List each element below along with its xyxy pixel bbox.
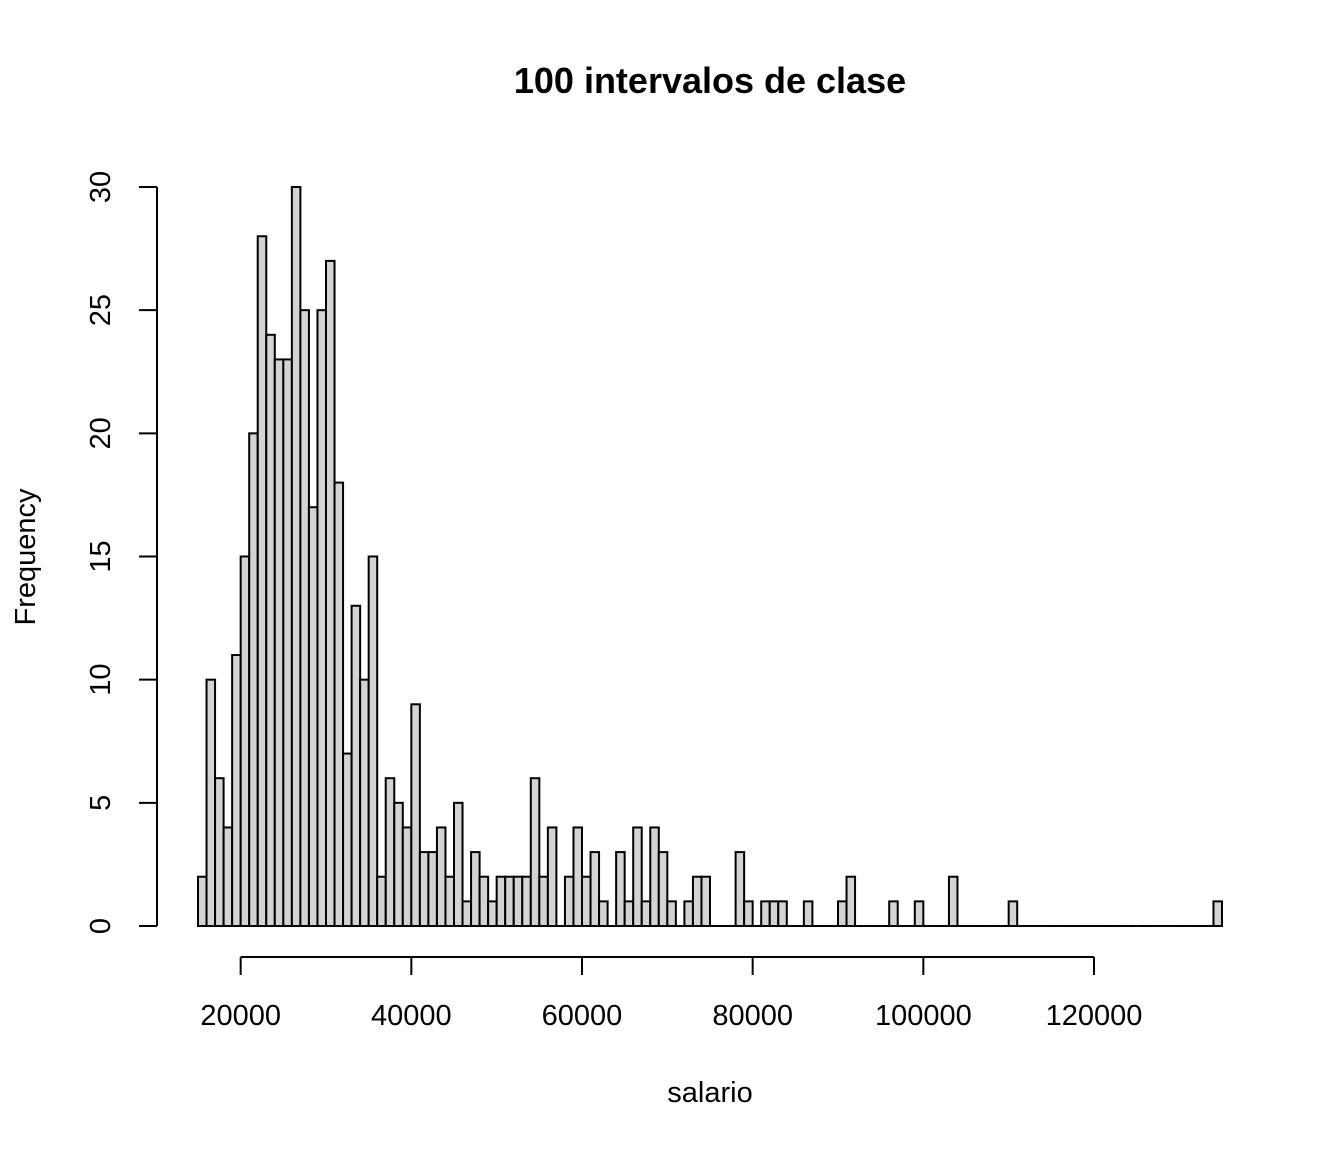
bar (734, 851, 746, 927)
bar (461, 900, 473, 927)
y-tick-label: 5 (85, 795, 117, 811)
bar (743, 900, 754, 927)
bar (546, 826, 558, 928)
bar (342, 752, 353, 927)
bar (768, 900, 780, 927)
bar (691, 875, 703, 928)
x-axis: 20000 40000 60000 80000 100000 120000 (200, 956, 1143, 1032)
histogram-bars (197, 186, 1224, 928)
x-tick-label: 80000 (712, 1000, 793, 1032)
bar (512, 875, 524, 928)
x-tick-label: 120000 (1046, 1000, 1143, 1032)
bar (418, 851, 430, 927)
bar (529, 777, 541, 928)
bar (231, 654, 242, 927)
bar (435, 826, 447, 928)
x-axis-label: salario (667, 1077, 752, 1109)
bar (760, 900, 771, 927)
x-tick-label: 100000 (875, 1000, 972, 1032)
y-axis: 0 5 10 15 20 25 30 (85, 171, 158, 934)
bar (222, 826, 234, 928)
bar (598, 900, 609, 927)
bar (282, 358, 293, 927)
bar (256, 235, 268, 927)
bar (1212, 900, 1224, 927)
bar (521, 875, 532, 928)
bar (410, 703, 421, 927)
bar (495, 875, 507, 928)
bar (478, 875, 490, 928)
bar (384, 777, 396, 928)
bar (777, 900, 788, 927)
bar (615, 851, 626, 927)
bar (913, 900, 925, 927)
y-axis-label: Frequency (10, 488, 42, 626)
y-tick-label: 15 (85, 540, 117, 572)
bar (214, 777, 225, 928)
chart-title: 100 intervalos de clase (514, 60, 906, 101)
bar (350, 604, 362, 927)
bar (316, 309, 328, 927)
bar (299, 309, 310, 927)
y-tick-label: 25 (85, 294, 117, 326)
bar (444, 875, 456, 928)
bar (273, 358, 285, 927)
y-tick-label: 20 (85, 417, 117, 449)
bar (470, 851, 481, 927)
bar (427, 851, 438, 927)
y-tick-label: 0 (85, 918, 117, 934)
bar (657, 851, 669, 927)
bar (401, 826, 413, 928)
bar (376, 875, 387, 928)
bar (581, 875, 592, 928)
bar (947, 875, 959, 928)
bar (239, 555, 251, 927)
bar (837, 900, 848, 927)
bar (845, 875, 857, 928)
bar (453, 801, 464, 927)
bar (325, 259, 336, 927)
bar (393, 801, 404, 927)
bar (248, 432, 259, 927)
bar (367, 555, 379, 927)
bar (265, 333, 276, 927)
bar (538, 875, 549, 928)
bar (487, 900, 498, 927)
bar (563, 875, 575, 928)
y-tick-label: 10 (85, 664, 117, 696)
bar (1007, 900, 1019, 927)
bar (888, 900, 899, 927)
bar (683, 900, 694, 927)
bar (640, 900, 652, 927)
x-tick-label: 60000 (542, 1000, 623, 1032)
bar (197, 875, 208, 928)
bar (623, 900, 635, 927)
bar (802, 900, 814, 927)
bar (700, 875, 712, 928)
bar (333, 481, 345, 927)
bar (307, 506, 319, 927)
bar (589, 851, 601, 927)
bar (290, 186, 302, 927)
bar (205, 678, 217, 928)
x-tick-label: 40000 (371, 1000, 452, 1032)
bar (666, 900, 677, 927)
x-tick-label: 20000 (200, 1000, 281, 1032)
bar (632, 826, 643, 928)
bar (649, 826, 660, 928)
y-tick-label: 30 (85, 171, 117, 203)
bar (572, 826, 584, 928)
bar (359, 678, 370, 928)
bar (504, 875, 515, 928)
